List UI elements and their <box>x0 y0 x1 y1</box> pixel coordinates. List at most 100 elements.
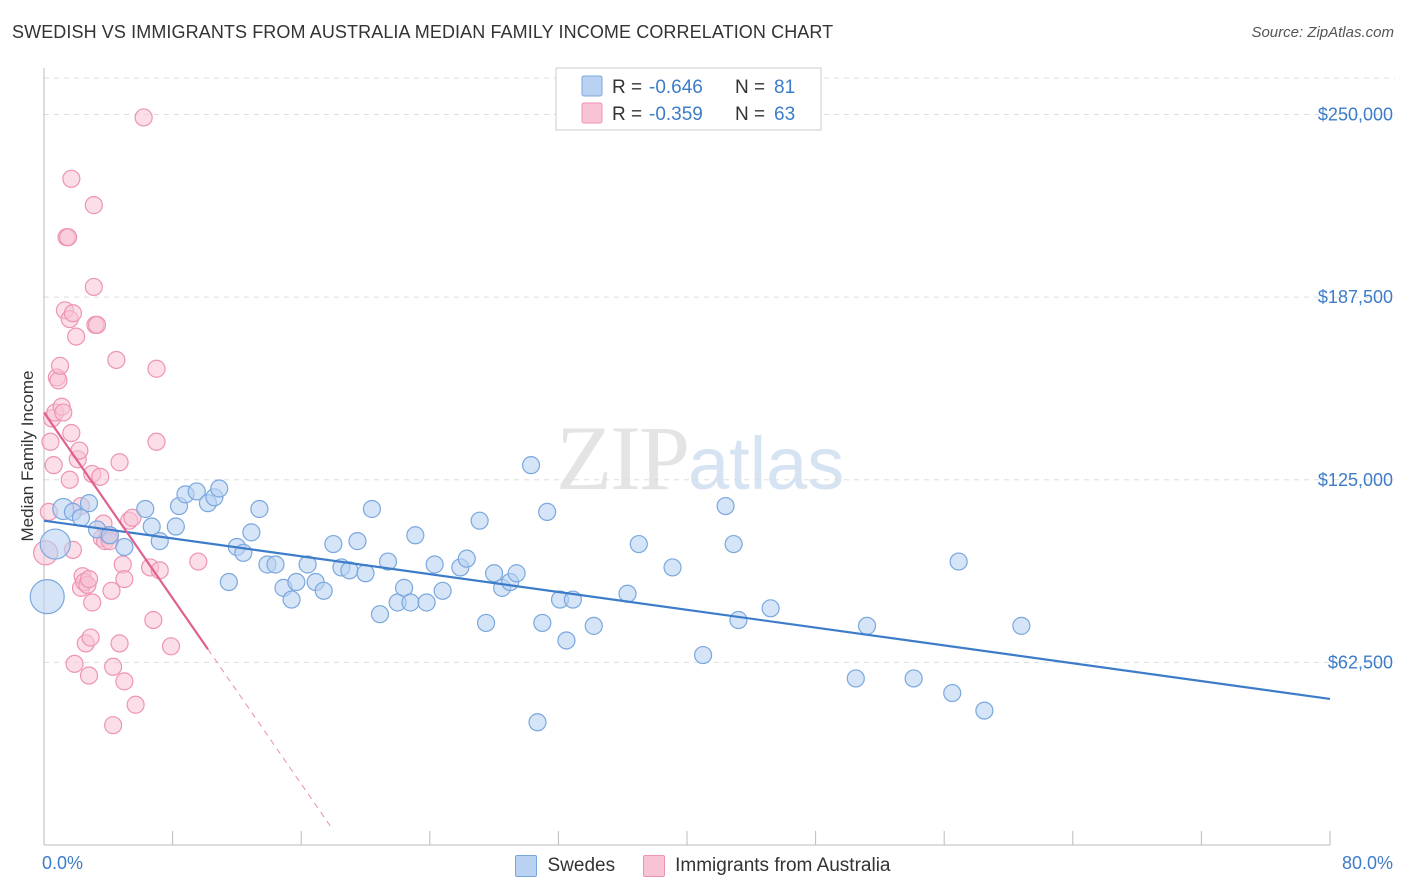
point-australia-64 <box>62 169 81 188</box>
point-swedes-75 <box>949 552 968 571</box>
point-australia-63 <box>189 552 208 571</box>
point-swedes-49 <box>470 511 489 530</box>
point-swedes-45 <box>425 555 444 574</box>
bottom-legend-swatch-australia <box>643 855 666 877</box>
point-swedes-56 <box>528 713 547 732</box>
point-swedes-66 <box>693 645 713 665</box>
point-swedes-51 <box>485 564 504 583</box>
point-swedes-38 <box>370 605 390 624</box>
point-swedes-76 <box>975 701 994 720</box>
point-australia-47 <box>107 350 126 370</box>
y-axis-label: Median Family Income <box>18 370 37 541</box>
point-australia-35 <box>84 196 103 215</box>
point-swedes-55 <box>521 456 541 475</box>
point-swedes-18 <box>210 479 229 498</box>
bottom-legend: Swedes Immigrants from Australia <box>0 852 1406 880</box>
y-tick-labels: $62,500 $125,000 $187,500 $250,000 <box>1318 105 1393 673</box>
trend-line-australia <box>43 411 209 650</box>
point-swedes-50 <box>476 613 496 633</box>
y-tick-label-1: $125,000 <box>1318 470 1393 490</box>
point-swedes-19 <box>219 572 238 592</box>
point-australia-51 <box>115 570 134 589</box>
point-swedes-5 <box>79 494 99 513</box>
point-australia-52 <box>115 672 134 691</box>
chart-title: SWEDISH VS IMMIGRANTS FROM AUSTRALIA MED… <box>12 22 834 42</box>
point-swedes-74 <box>943 683 962 703</box>
point-australia-45 <box>104 657 123 676</box>
x-tick-label-0: 0.0% <box>42 853 83 873</box>
point-australia-60 <box>147 359 166 378</box>
point-australia-33 <box>83 593 102 612</box>
point-swedes-62 <box>584 616 603 635</box>
grid-lines <box>44 77 1395 663</box>
point-australia-19 <box>65 654 84 673</box>
point-swedes-68 <box>724 534 743 554</box>
bottom-legend-label-australia: Immigrants from Australia <box>675 855 891 876</box>
point-swedes-54 <box>507 564 526 583</box>
legend-n-label-australia: N = <box>735 104 765 125</box>
y-tick-label-2: $187,500 <box>1318 287 1393 307</box>
point-swedes-69 <box>729 610 748 630</box>
point-swedes-44 <box>417 593 436 612</box>
point-swedes-46 <box>433 581 452 600</box>
point-australia-55 <box>126 695 145 714</box>
point-swedes-58 <box>538 502 557 522</box>
point-australia-10 <box>54 403 73 422</box>
legend-r-value-australia: -0.359 <box>649 104 703 125</box>
trend-line-australia-extension <box>207 648 334 831</box>
point-swedes-73 <box>904 669 923 688</box>
legend-n-value-swedes: 81 <box>774 77 795 98</box>
bottom-legend-item-australia: Immigrants from Australia <box>643 855 891 877</box>
point-australia-31 <box>81 628 100 647</box>
chart-source: Source: ZipAtlas.com <box>1251 24 1394 41</box>
point-australia-56 <box>134 108 153 127</box>
bottom-legend-label-swedes: Swedes <box>547 855 616 876</box>
point-swedes-57 <box>533 613 552 633</box>
point-swedes-29 <box>298 555 317 574</box>
point-australia-34 <box>84 277 103 297</box>
point-australia-13 <box>59 228 78 247</box>
point-australia-8 <box>50 356 70 375</box>
point-swedes-15 <box>187 482 206 501</box>
bottom-legend-swatch-swedes <box>515 855 538 877</box>
point-swedes-65 <box>663 558 682 577</box>
y-tick-label-0: $62,500 <box>1328 652 1393 672</box>
series-swedes <box>29 456 1031 732</box>
point-australia-62 <box>161 637 181 656</box>
axes <box>43 68 1331 846</box>
point-swedes-31 <box>314 581 333 600</box>
point-australia-20 <box>67 327 86 346</box>
point-swedes-8 <box>115 537 134 557</box>
trend-lines <box>43 411 1331 831</box>
point-swedes-0 <box>29 579 65 615</box>
point-swedes-36 <box>356 564 375 583</box>
trend-line-swedes <box>43 519 1331 700</box>
point-australia-2 <box>41 432 60 451</box>
point-australia-14 <box>60 470 79 489</box>
point-australia-58 <box>144 610 163 630</box>
point-australia-30 <box>79 570 99 589</box>
point-australia-46 <box>104 716 123 735</box>
point-swedes-32 <box>324 534 343 554</box>
series-immigrants-from-australia <box>33 108 208 735</box>
point-swedes-42 <box>401 593 420 612</box>
point-swedes-22 <box>242 523 261 542</box>
point-australia-48 <box>110 634 129 653</box>
point-swedes-37 <box>362 499 382 519</box>
legend-swatch-swedes <box>581 75 603 97</box>
point-swedes-43 <box>406 526 425 545</box>
legend-r-label-australia: R = <box>612 104 642 125</box>
x-tick-label-1: 80.0% <box>1342 853 1393 873</box>
point-swedes-23 <box>250 499 269 519</box>
point-australia-44 <box>102 581 121 600</box>
legend-swatch-australia <box>581 102 603 124</box>
point-australia-49 <box>110 453 129 472</box>
point-swedes-28 <box>287 572 306 592</box>
point-swedes-71 <box>846 669 865 688</box>
point-swedes-70 <box>761 599 780 618</box>
stats-legend: R = -0.646 N = 81 R = -0.359 N = 63 <box>555 67 822 131</box>
point-swedes-9 <box>136 499 155 519</box>
point-swedes-60 <box>557 631 576 650</box>
point-swedes-1 <box>39 528 71 560</box>
